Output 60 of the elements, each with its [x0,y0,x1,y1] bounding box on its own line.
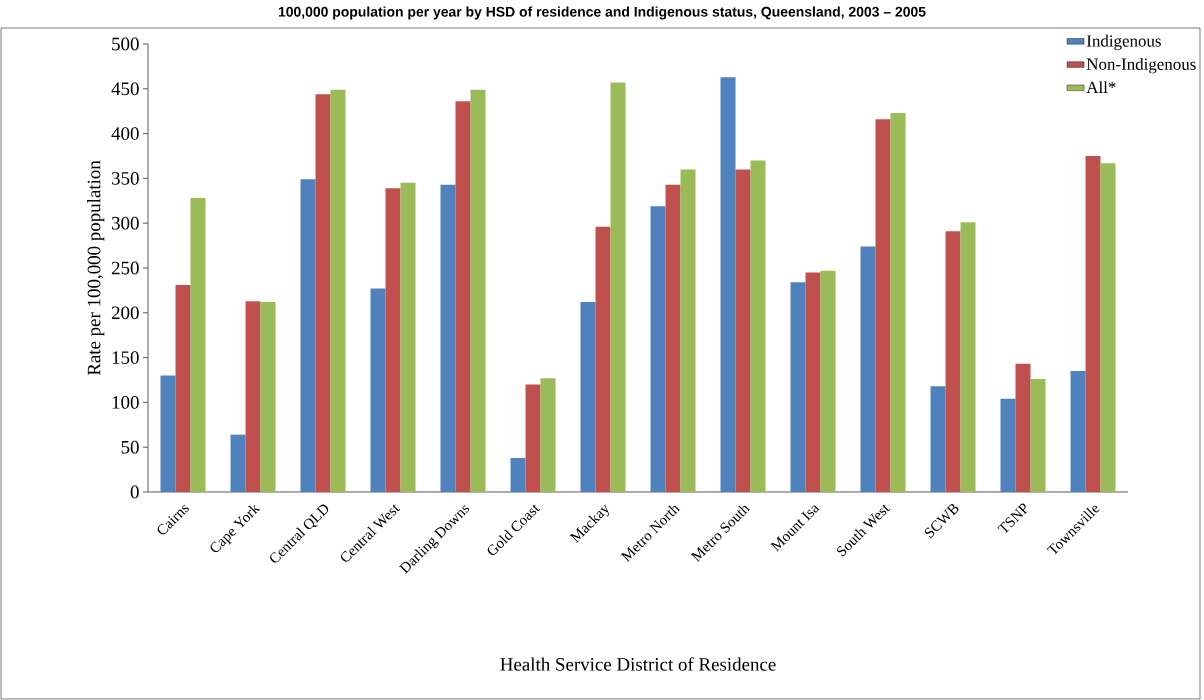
y-tick-label: 50 [121,440,139,454]
y-tick-label: 500 [112,37,139,51]
bar [190,198,206,492]
y-tick-label: 450 [111,82,139,96]
bar [680,169,696,492]
bar [1030,379,1046,492]
bar [595,226,611,492]
legend-label: All* [1086,81,1116,93]
bar [525,384,541,492]
x-tick-label: Cape York [210,504,261,553]
bar [890,112,906,492]
bar [665,184,681,492]
bar [400,182,416,492]
y-tick-label: 150 [112,351,139,364]
bar [875,119,891,492]
bar [300,179,316,492]
bar [370,288,386,492]
legend-label: Non-Indigenous [1086,57,1196,74]
bar [330,89,346,492]
bar [820,270,836,492]
bar [455,101,471,492]
bar [805,272,821,492]
bar [945,231,961,492]
bar [245,301,261,492]
y-tick-label: 250 [111,261,139,275]
y-tick-label: 100 [112,396,139,409]
bar [230,434,246,492]
bar [540,378,556,492]
bar [960,222,976,492]
bar [735,169,751,492]
bar [930,386,946,492]
bar [610,82,626,492]
bar [510,457,526,492]
bar [650,206,666,492]
bar [720,77,736,492]
bar [1070,371,1086,492]
bar [260,302,276,492]
y-tick-label: 300 [112,216,139,230]
bar [1085,155,1101,492]
bar [750,160,766,492]
chart-title: 100,000 population per year by HSD of residence and Indigenous status, Queensland, 2003 – 2005 [278,6,926,20]
bar [580,302,596,492]
bar [385,188,401,492]
bar [315,94,331,492]
y-axis-title: Rate per 100,000 population [87,160,105,376]
bar [790,282,806,492]
y-tick-label: 0 [130,485,139,499]
x-axis-title: Health Service District of Residence [500,657,776,671]
y-tick-label: 350 [112,172,139,185]
y-tick-label: 200 [111,306,139,320]
bar [175,285,191,492]
y-tick-label: 400 [111,127,139,140]
bar [1015,363,1031,492]
bar [440,184,456,492]
bar [1000,398,1016,492]
bar [470,89,486,492]
legend-label: Indigenous [1086,34,1161,51]
bar [860,246,876,492]
bar [1100,163,1116,492]
bar [160,375,176,492]
